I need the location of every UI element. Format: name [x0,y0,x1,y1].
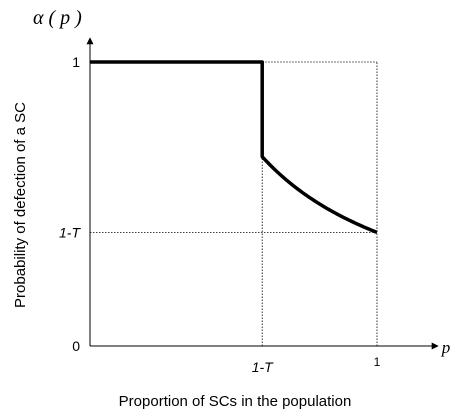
x-tick-label-3: 1 [374,355,381,369]
y-tick-label-2: 1-T [59,224,81,240]
x-axis-symbol: p [441,338,451,357]
y-tick-label-3: 1 [72,54,80,70]
reference-lines [90,61,378,346]
x-axis-label: Proportion of SCs in the population [119,393,352,410]
x-tick-label-2: 1-T [252,359,274,375]
series-layer [90,60,378,235]
tick-labels: 0 1-T 1 1-T 1 [59,54,381,375]
series-line-1 [90,60,378,235]
y-axis-label: Probability of defection of a SC [12,102,29,308]
y-tick-label-1: 0 [72,338,80,354]
y-axis-symbol: α ( p ) [33,7,82,29]
